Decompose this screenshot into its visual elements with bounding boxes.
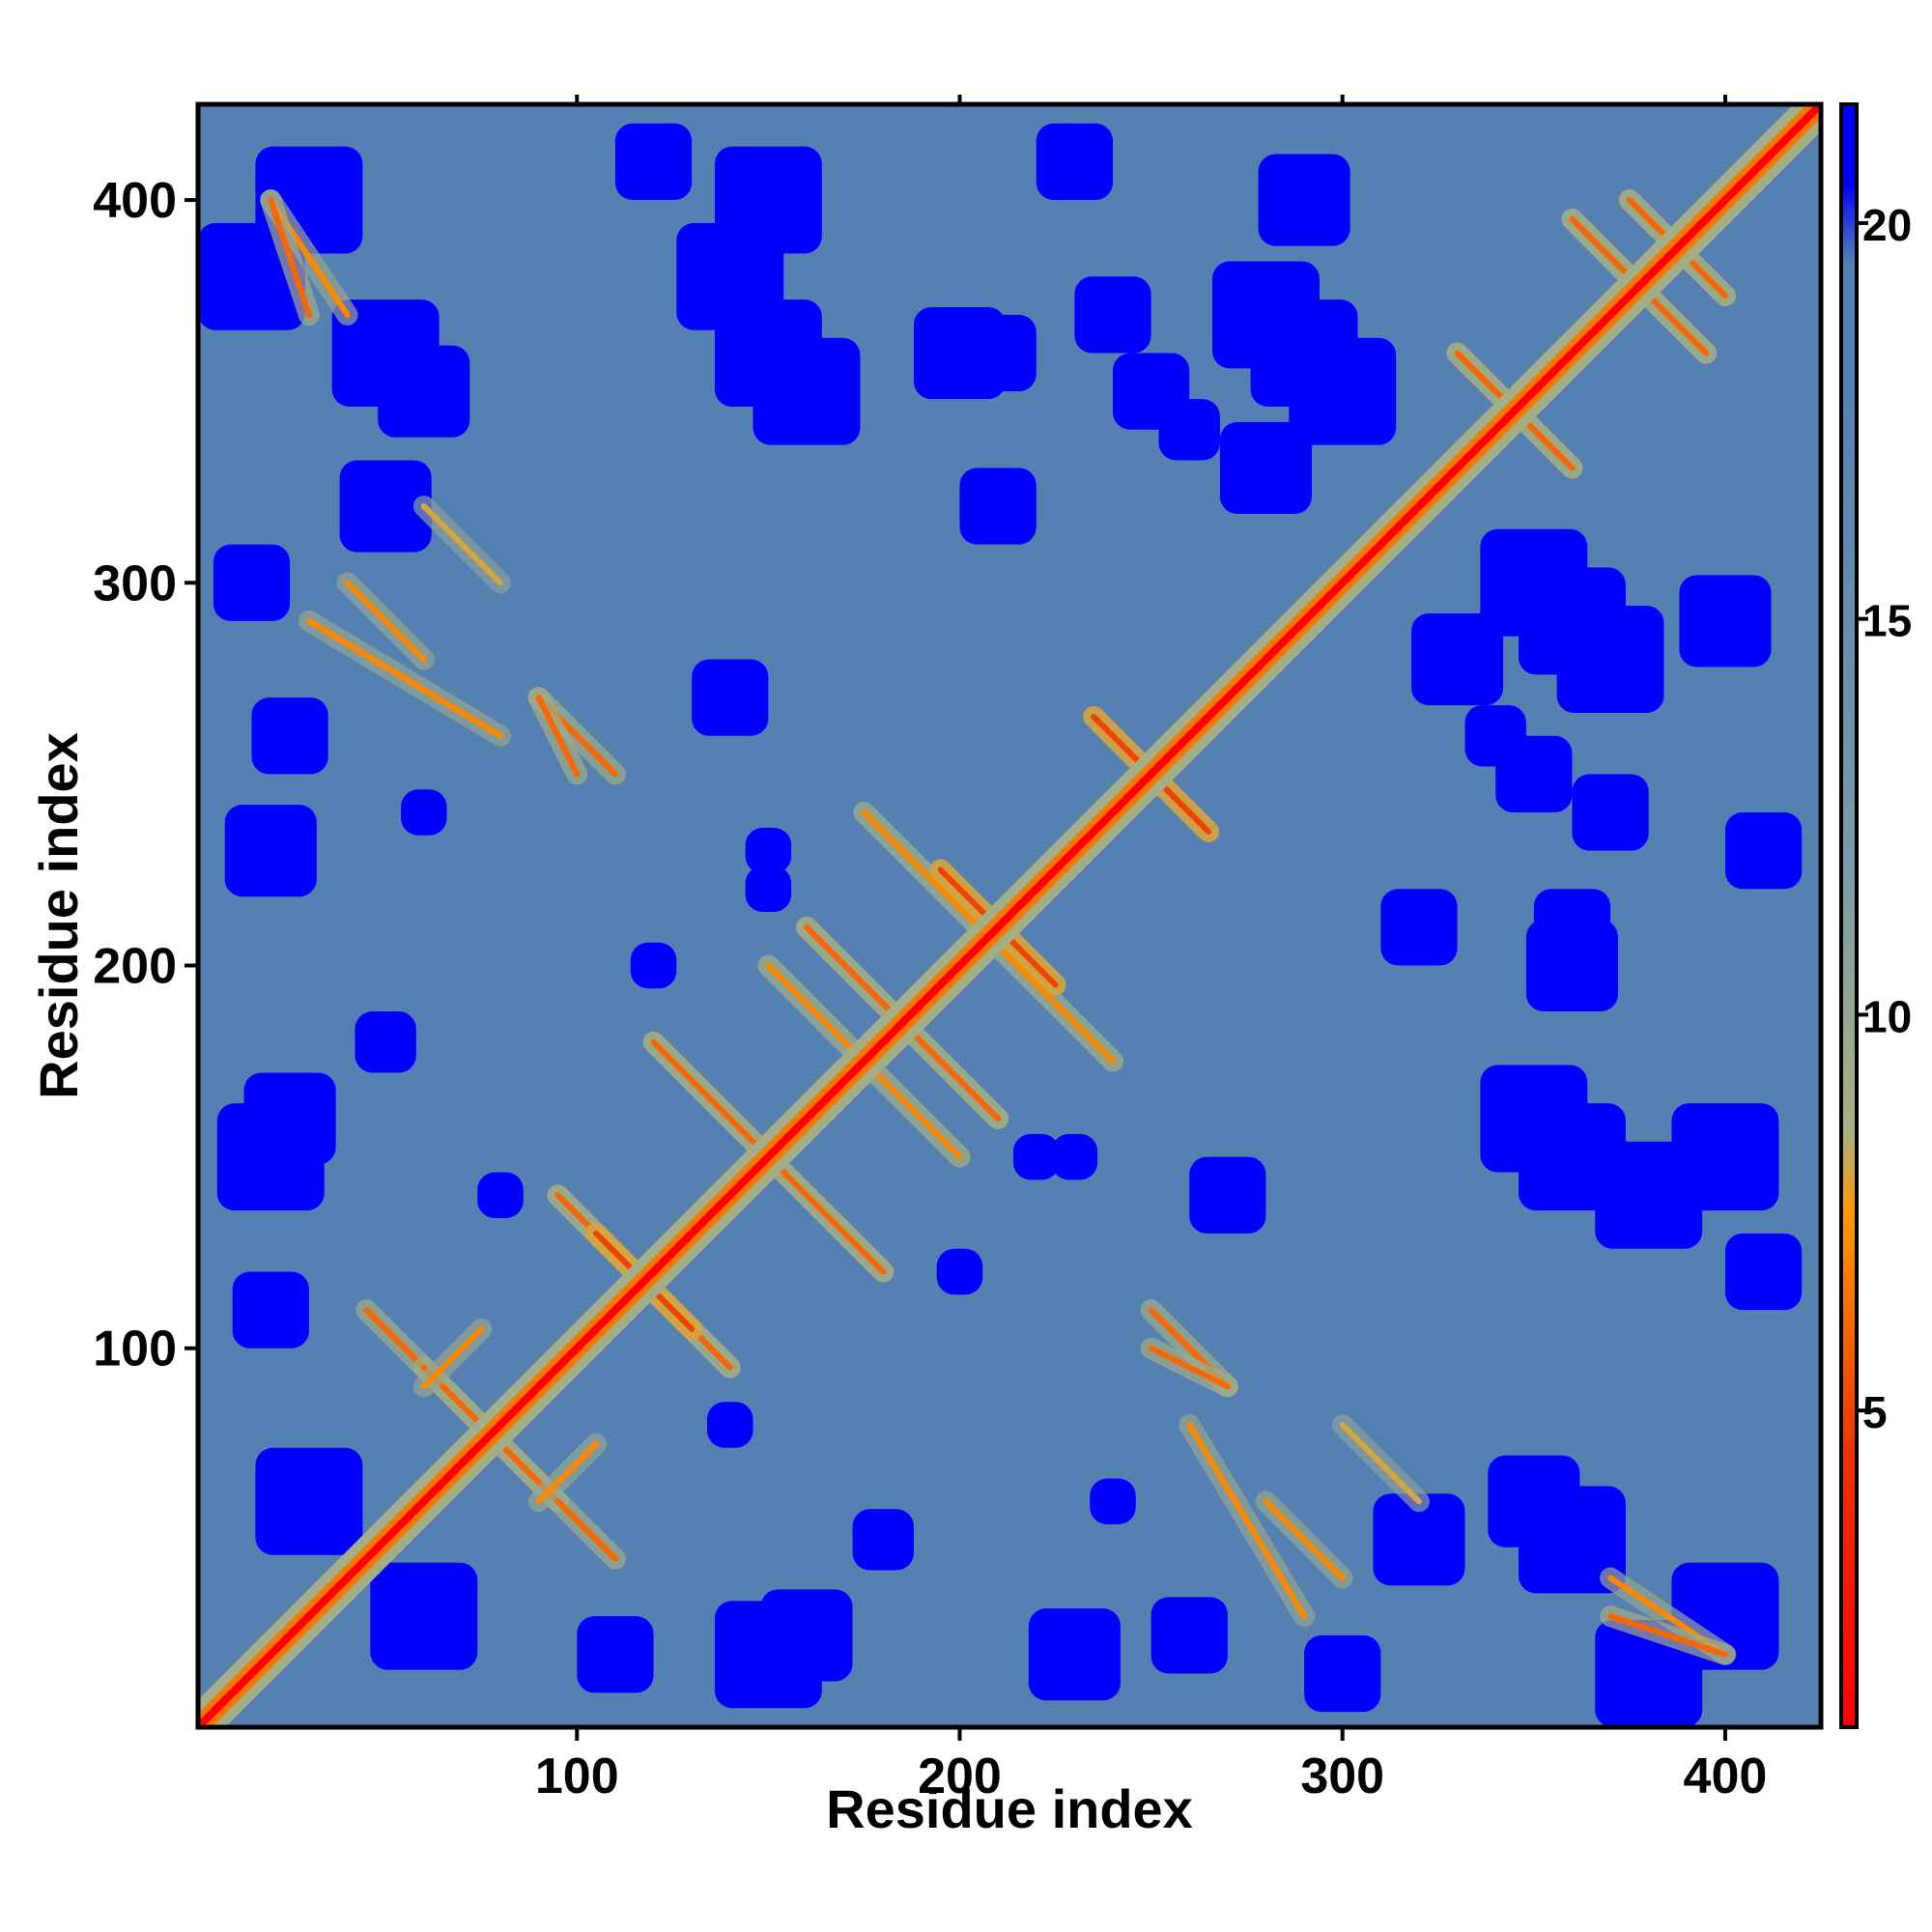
heatmap-far-patch [1572, 774, 1649, 851]
heatmap-far-patch [745, 866, 792, 913]
heatmap-far-patch [714, 146, 822, 254]
heatmap-far-patch [1219, 421, 1313, 514]
heatmap-far-patch [1679, 575, 1772, 668]
y-tick-label: 200 [93, 939, 177, 995]
heatmap-far-patch [1189, 1156, 1266, 1234]
heatmap-far-patch [1012, 1133, 1060, 1180]
colorbar-scale [1839, 102, 1859, 1729]
heatmap-far-patch [1028, 1608, 1121, 1701]
heatmap-contact [420, 503, 504, 586]
heatmap-far-patch [224, 805, 317, 897]
heatmap-contact [535, 695, 581, 778]
heatmap-far-patch [1051, 1133, 1098, 1180]
heatmap-far-patch [936, 1248, 983, 1295]
y-tick-label: 100 [93, 1321, 177, 1378]
heatmap-contact [268, 197, 312, 318]
y-tick-label: 400 [93, 173, 177, 229]
y-tick-label: 300 [93, 555, 177, 611]
colorbar-ticks: 5 10 15 20 [1857, 200, 1912, 1437]
colorbar-tick-label: 15 [1862, 596, 1912, 646]
heatmap-contact [1186, 1421, 1308, 1620]
heatmap-far-patch [577, 1616, 654, 1693]
heatmap-far-patch [1518, 567, 1626, 675]
heatmap-far-patch [714, 299, 822, 408]
colorbar-tick-label: 20 [1862, 200, 1912, 250]
heatmap-far-patch [355, 1011, 416, 1073]
colorbar-tick-label: 10 [1862, 991, 1912, 1041]
heatmap-far-patch [1074, 276, 1151, 354]
heatmap-far-patch [852, 1509, 914, 1571]
heatmap-far-patch [1411, 612, 1504, 706]
x-axis: 100 200 300 400 [535, 95, 1767, 1804]
y-axis: 100 200 300 400 [93, 173, 198, 1378]
x-tick-label: 200 [918, 1748, 1002, 1804]
heatmap-far-patch [614, 123, 693, 201]
x-tick-label: 300 [1300, 1748, 1384, 1804]
heatmap-far-patch [213, 544, 291, 621]
heatmap-far-patch [243, 1072, 336, 1165]
heatmap-far-patch [1724, 812, 1803, 890]
heatmap-far-patch [477, 1172, 524, 1219]
heatmap-far-patch [1036, 123, 1113, 201]
heatmap-far-patch [255, 1447, 363, 1555]
heatmap-far-patch [1304, 1634, 1381, 1713]
heatmap-far-patch [959, 314, 1037, 392]
x-tick-label: 400 [1684, 1748, 1768, 1804]
heatmap-far-patch [1158, 399, 1220, 461]
heatmap-far-patch [339, 460, 432, 553]
heatmap-far-patch [1518, 1103, 1626, 1211]
heatmap-diagonal [198, 104, 1821, 1727]
colorbar: 5 10 15 20 [1839, 102, 1912, 1729]
heatmap-far-patch [1533, 889, 1611, 966]
heatmap-far-patch [1151, 1597, 1228, 1674]
heatmap-far-patch [1373, 1493, 1465, 1586]
colorbar-tick-label: 5 [1862, 1387, 1888, 1437]
heatmap-far-patch [630, 942, 677, 989]
heatmap-far-patch [251, 697, 328, 775]
heatmap-far-patch [1464, 705, 1526, 767]
heatmap-contact [420, 1364, 618, 1562]
heatmap-far-patch [331, 299, 440, 408]
heatmap-far-patch [745, 827, 792, 874]
heatmap-far-patch [959, 468, 1037, 545]
heatmap-far-patch [1380, 889, 1458, 966]
heatmap-far-patch [1671, 1103, 1779, 1211]
heatmap-contact [420, 1325, 485, 1390]
x-tick-label: 100 [535, 1748, 619, 1804]
heatmap-far-patch [1258, 154, 1350, 246]
heatmap [198, 104, 1821, 1727]
y-axis-label: Residue index [28, 732, 89, 1099]
heatmap-far-patch [1518, 1486, 1626, 1594]
heatmap-contact [535, 1440, 600, 1505]
heatmap-far-patch [370, 1562, 478, 1670]
heatmap-far-patch [232, 1271, 309, 1349]
heatmap-contact [1607, 1613, 1728, 1658]
heatmap-contact [1339, 1421, 1422, 1505]
heatmap-contact [305, 617, 504, 739]
heatmap-contact [344, 580, 427, 663]
heatmap-contact [1263, 1498, 1346, 1581]
heatmap-far-patch [401, 789, 447, 836]
heatmap-far-patch [1090, 1478, 1136, 1524]
heatmap-far-patch [706, 1402, 753, 1448]
heatmap-far-patch [692, 659, 769, 736]
heatmap-far-patch [760, 1589, 853, 1682]
heatmap-far-patch [1250, 299, 1358, 408]
plot-frame [195, 101, 1824, 1730]
heatmap-far-patch [1724, 1233, 1803, 1311]
heatmap-contact [1148, 1345, 1231, 1390]
x-axis-label: Residue index [826, 1778, 1193, 1839]
